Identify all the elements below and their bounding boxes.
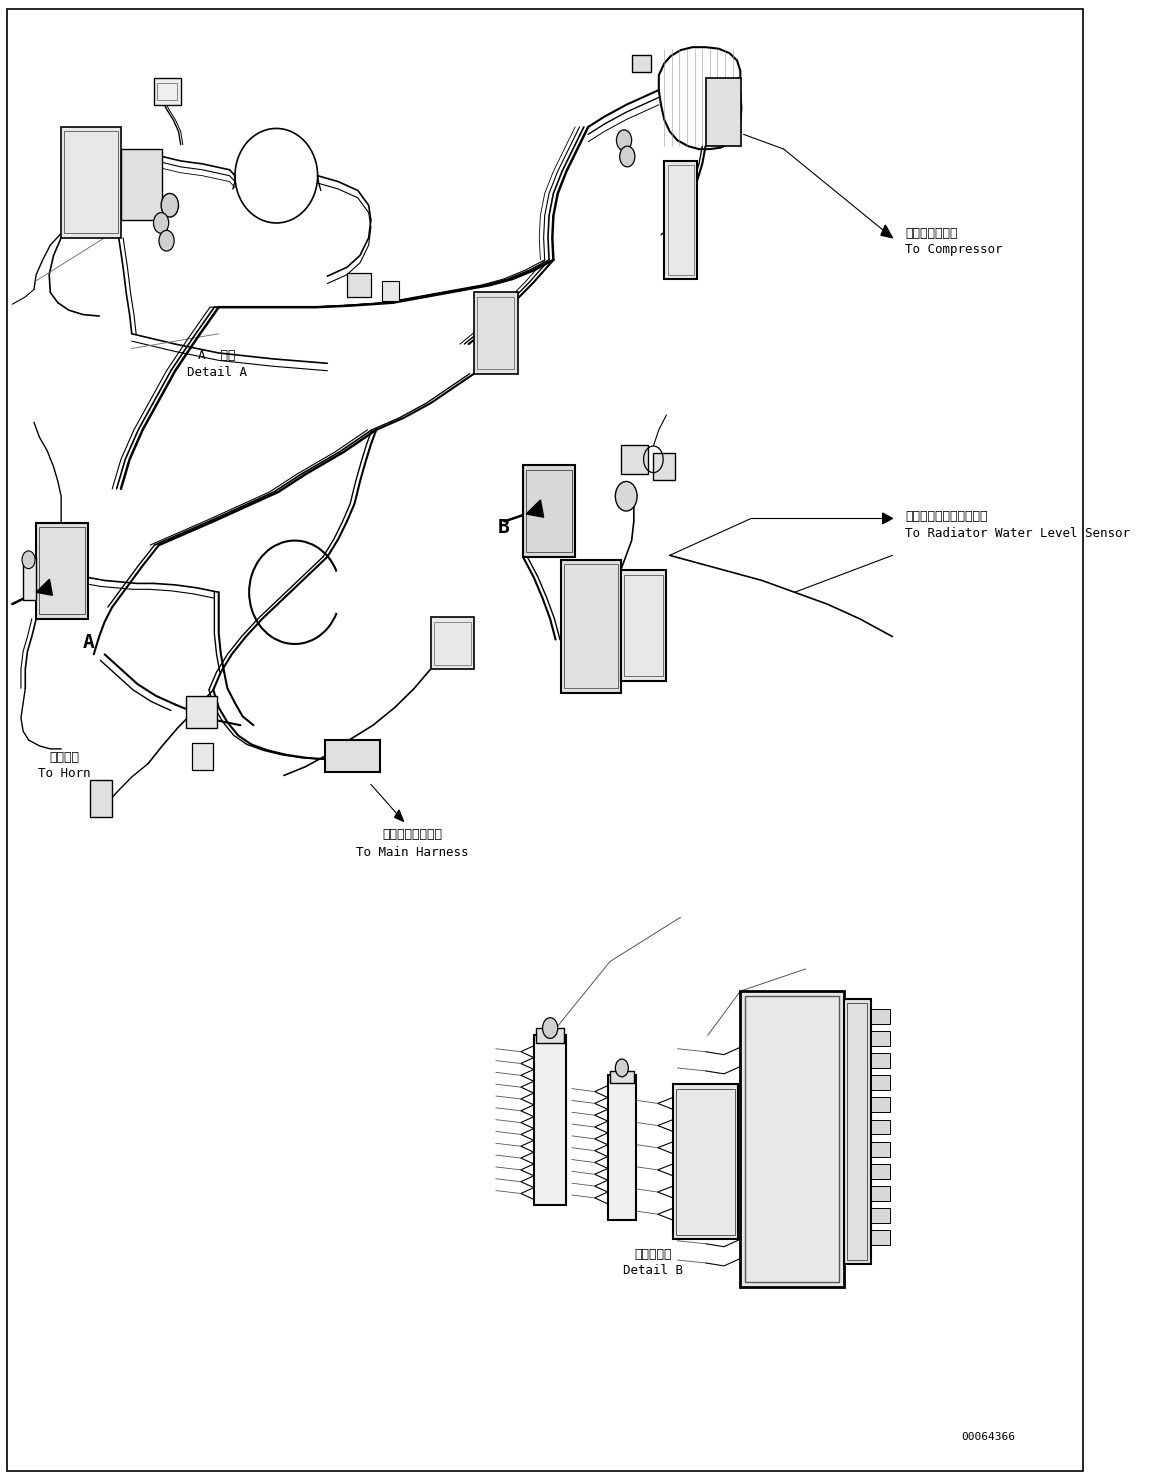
Bar [871, 1009, 890, 1024]
Text: To Radiator Water Level Sensor: To Radiator Water Level Sensor [906, 527, 1130, 540]
Circle shape [615, 481, 637, 511]
Bar [654, 453, 675, 480]
Text: メインハーネスへ: メインハーネスへ [383, 827, 442, 841]
Bar [843, 999, 871, 1264]
Bar [744, 996, 840, 1282]
Bar [621, 444, 648, 474]
Bar [676, 1089, 735, 1234]
Circle shape [22, 551, 35, 568]
Text: A  詳細: A 詳細 [198, 349, 235, 363]
Bar [154, 78, 180, 105]
Bar [561, 559, 621, 693]
Circle shape [154, 213, 169, 234]
Bar [64, 132, 117, 234]
Circle shape [159, 231, 174, 252]
Circle shape [542, 1018, 558, 1039]
Bar [326, 740, 379, 773]
Bar [871, 1120, 890, 1134]
Bar [62, 127, 121, 238]
Bar [526, 469, 572, 552]
Text: To Main Harness: To Main Harness [356, 845, 469, 858]
Bar [664, 161, 697, 280]
Text: B: B [498, 518, 509, 537]
Bar [536, 1029, 564, 1043]
Circle shape [615, 1060, 628, 1077]
Text: A: A [83, 633, 94, 653]
Bar [625, 574, 663, 676]
Bar [673, 1085, 739, 1239]
Bar [871, 1185, 890, 1200]
Circle shape [616, 130, 632, 151]
Bar [347, 274, 371, 297]
Bar [871, 1076, 890, 1091]
Polygon shape [526, 500, 543, 517]
Bar [434, 622, 471, 665]
Bar [871, 1098, 890, 1113]
Bar [381, 281, 399, 302]
Bar [157, 83, 178, 101]
Polygon shape [394, 810, 404, 821]
Bar [23, 558, 36, 599]
Polygon shape [880, 225, 892, 238]
Bar [36, 522, 88, 619]
Text: To Compressor: To Compressor [906, 243, 1003, 256]
Text: ホーンへ: ホーンへ [49, 752, 79, 764]
Circle shape [162, 194, 178, 218]
Bar [523, 465, 576, 556]
Text: 日　詳　細: 日 詳 細 [635, 1248, 672, 1261]
Bar [871, 1141, 890, 1156]
Bar [192, 743, 213, 770]
Bar [121, 149, 162, 221]
Bar [668, 166, 693, 275]
Polygon shape [883, 514, 892, 524]
Bar [871, 1054, 890, 1069]
Bar [871, 1208, 890, 1222]
Polygon shape [36, 579, 52, 595]
Bar [706, 78, 741, 147]
Text: Detail B: Detail B [623, 1264, 684, 1277]
Bar [609, 1072, 634, 1083]
Bar [475, 293, 518, 373]
Text: ラジェータ水位センサへ: ラジェータ水位センサへ [906, 511, 989, 524]
Bar [741, 992, 843, 1286]
Bar [608, 1076, 636, 1220]
Bar [621, 570, 666, 681]
Bar [40, 527, 85, 614]
Bar [871, 1230, 890, 1245]
Bar [430, 617, 475, 669]
Text: To Horn: To Horn [38, 768, 91, 780]
Bar [632, 55, 651, 73]
Bar [871, 1163, 890, 1178]
Circle shape [620, 147, 635, 167]
Bar [871, 1032, 890, 1046]
Bar [477, 297, 514, 369]
Text: 00064366: 00064366 [961, 1433, 1015, 1442]
Text: Detail A: Detail A [186, 366, 247, 379]
Bar [534, 1036, 566, 1205]
Bar [91, 780, 112, 817]
Bar [564, 564, 618, 688]
Bar [186, 696, 216, 728]
Bar [847, 1003, 868, 1259]
Text: コンプレッサへ: コンプレッサへ [906, 226, 958, 240]
